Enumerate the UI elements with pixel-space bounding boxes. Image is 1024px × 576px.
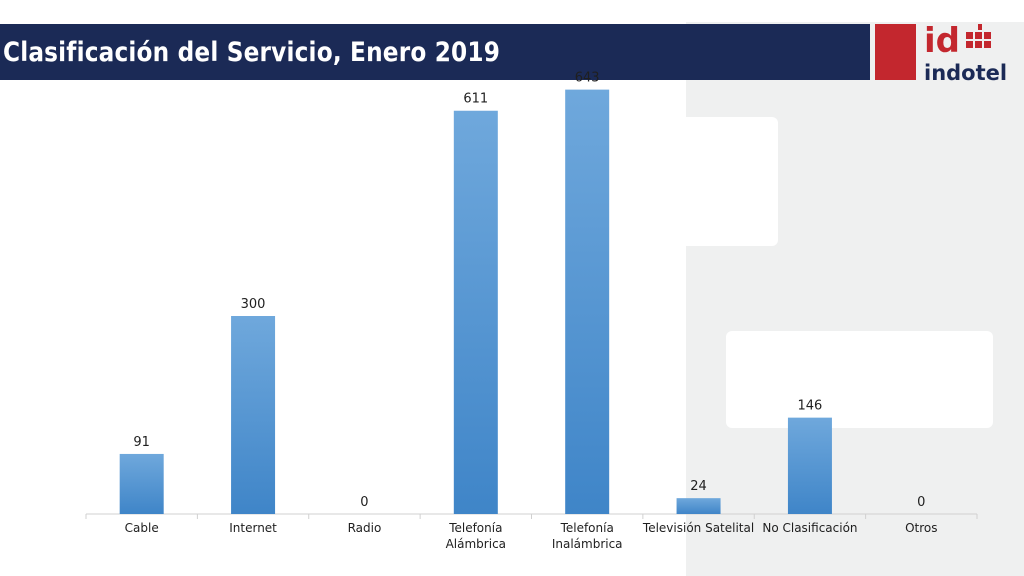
data-label: 24 [690, 479, 707, 494]
category-label: Otros [905, 521, 937, 535]
data-label: 91 [133, 435, 150, 450]
bar [119, 453, 164, 514]
background-notch [686, 117, 778, 246]
logo-dots-icon [966, 24, 991, 48]
category-label: Internet [229, 521, 277, 535]
data-label: 0 [917, 495, 925, 510]
background-panel [686, 0, 1024, 576]
category-label: Televisión Satelital [642, 521, 754, 535]
logo-wordmark: indotel [924, 61, 1006, 85]
page-title: Clasificación del Servicio, Enero 2019 [3, 36, 501, 68]
bar [231, 316, 276, 514]
category-label: No Clasificación [762, 521, 857, 535]
data-label: 300 [241, 297, 266, 312]
category-label: Telefonía Inalámbrica [552, 521, 623, 551]
indotel-logo: id indotel [924, 21, 1006, 85]
data-label: 0 [360, 495, 368, 510]
category-label: Cable [125, 521, 159, 535]
title-bar: Clasificación del Servicio, Enero 2019 [0, 24, 870, 80]
category-label: Radio [348, 521, 382, 535]
logo-red-block [875, 24, 916, 80]
data-label: 643 [575, 71, 600, 86]
bar [787, 417, 832, 514]
data-label: 146 [798, 399, 823, 414]
bar [565, 89, 610, 515]
data-label: 611 [463, 92, 488, 107]
background-top-strip [686, 0, 1024, 22]
bar [453, 110, 498, 515]
category-label: Telefonía Alámbrica [446, 521, 506, 551]
side-text-box [726, 331, 993, 428]
bar [676, 498, 721, 514]
logo-mark: id [924, 21, 960, 61]
